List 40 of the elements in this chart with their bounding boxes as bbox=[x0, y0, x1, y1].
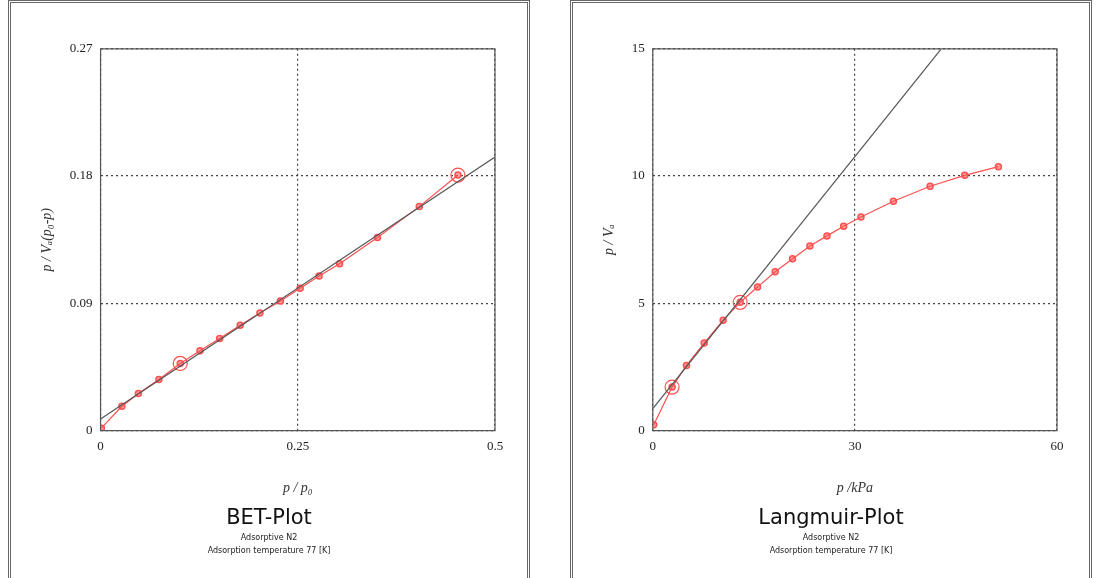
text: Adsorptive N2 bbox=[239, 533, 299, 542]
x-tick-label: 60 bbox=[1050, 437, 1064, 453]
y-axis-title: p / Vₐ bbox=[601, 224, 617, 256]
point bbox=[839, 222, 848, 230]
y-tick-label: 0.18 bbox=[69, 167, 93, 183]
x-axis-title: p /kPa bbox=[835, 480, 873, 496]
point bbox=[857, 213, 865, 221]
x-tick-label: 0 bbox=[97, 437, 104, 453]
point bbox=[100, 424, 106, 431]
x-tick-label: 0 bbox=[649, 437, 657, 453]
y-tick-label: 0 bbox=[86, 422, 93, 438]
point bbox=[450, 167, 466, 183]
point bbox=[172, 355, 188, 372]
point bbox=[753, 283, 762, 291]
text: BET-Plot bbox=[225, 505, 313, 529]
x-axis-title: p / p₀ bbox=[281, 480, 313, 496]
text: Adsorptive N2 bbox=[801, 533, 861, 542]
y-axis-title: p / Vₐ(p₀-p) bbox=[39, 207, 56, 273]
x-tick-label: 0.5 bbox=[486, 437, 504, 453]
point bbox=[960, 171, 969, 180]
text: Adsorption temperature 77 [K] bbox=[206, 546, 332, 555]
x-tick-label: 30 bbox=[848, 437, 862, 453]
text: Langmuir-Plot bbox=[757, 505, 905, 529]
y-tick-label: 0 bbox=[638, 422, 645, 438]
point bbox=[889, 197, 898, 206]
y-tick-label: 0.09 bbox=[69, 294, 93, 310]
point bbox=[823, 232, 831, 240]
x-tick-label: 0.25 bbox=[286, 437, 310, 453]
point bbox=[771, 268, 779, 276]
point bbox=[806, 242, 814, 250]
y-tick-label: 0.27 bbox=[69, 40, 94, 56]
text: Adsorption temperature 77 [K] bbox=[768, 546, 894, 555]
point bbox=[994, 162, 1003, 171]
point bbox=[652, 421, 658, 429]
point bbox=[335, 259, 344, 268]
point bbox=[788, 255, 797, 263]
point bbox=[926, 182, 934, 190]
y-tick-label: 15 bbox=[631, 40, 645, 56]
y-tick-label: 10 bbox=[631, 167, 645, 183]
y-tick-label: 5 bbox=[638, 294, 645, 310]
